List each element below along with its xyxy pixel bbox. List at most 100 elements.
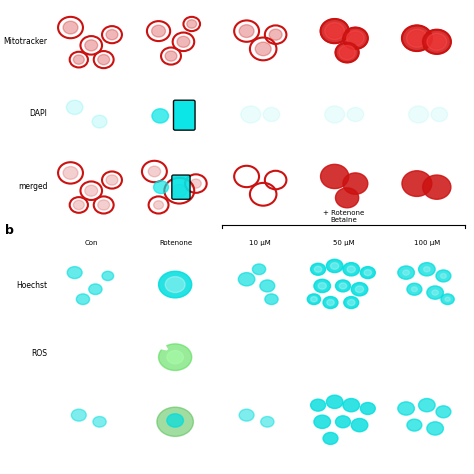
Circle shape: [330, 263, 339, 269]
FancyBboxPatch shape: [173, 100, 195, 130]
Circle shape: [310, 297, 317, 302]
Text: 50 μM: 50 μM: [333, 240, 354, 246]
Circle shape: [431, 107, 447, 122]
Circle shape: [336, 43, 359, 63]
Circle shape: [406, 29, 428, 47]
Circle shape: [73, 200, 84, 210]
Circle shape: [167, 414, 183, 427]
Circle shape: [165, 51, 177, 61]
Circle shape: [339, 46, 355, 59]
Circle shape: [344, 297, 359, 309]
Circle shape: [339, 283, 346, 289]
Text: Con: Con: [85, 240, 99, 246]
Circle shape: [66, 100, 83, 115]
Circle shape: [398, 402, 414, 415]
Circle shape: [347, 266, 356, 273]
Circle shape: [187, 20, 197, 28]
Circle shape: [348, 32, 363, 45]
Circle shape: [436, 406, 451, 418]
Circle shape: [424, 266, 430, 272]
Circle shape: [347, 107, 364, 122]
Circle shape: [177, 36, 190, 47]
Text: + Rotenone
Betaine: + Rotenone Betaine: [323, 210, 364, 223]
Circle shape: [436, 270, 451, 282]
Circle shape: [356, 286, 364, 292]
Circle shape: [428, 35, 445, 49]
Circle shape: [63, 166, 78, 179]
Text: 100 μM: 100 μM: [414, 240, 440, 246]
Circle shape: [76, 294, 90, 304]
Circle shape: [351, 419, 368, 432]
Circle shape: [158, 271, 191, 298]
Circle shape: [440, 273, 447, 278]
Circle shape: [336, 188, 359, 208]
Circle shape: [411, 287, 418, 292]
FancyBboxPatch shape: [172, 175, 190, 199]
Circle shape: [102, 271, 114, 281]
Circle shape: [336, 416, 350, 428]
Circle shape: [419, 399, 435, 412]
Circle shape: [326, 395, 343, 409]
Circle shape: [360, 402, 375, 414]
Circle shape: [427, 286, 444, 299]
Circle shape: [63, 21, 78, 34]
Circle shape: [423, 175, 451, 199]
Circle shape: [191, 179, 201, 188]
Circle shape: [85, 185, 98, 196]
Circle shape: [172, 184, 187, 197]
Circle shape: [260, 280, 275, 292]
Circle shape: [408, 30, 426, 46]
Circle shape: [340, 46, 354, 58]
Circle shape: [314, 279, 330, 292]
Circle shape: [165, 277, 185, 292]
Circle shape: [314, 415, 330, 428]
Circle shape: [71, 409, 86, 421]
Circle shape: [441, 294, 454, 304]
Circle shape: [152, 25, 165, 37]
Circle shape: [427, 33, 447, 50]
Circle shape: [67, 266, 82, 279]
Circle shape: [343, 399, 359, 412]
Circle shape: [239, 25, 254, 37]
Circle shape: [98, 55, 109, 65]
Circle shape: [263, 107, 280, 122]
Circle shape: [252, 264, 265, 274]
Text: Rotenone: Rotenone: [159, 240, 192, 246]
Circle shape: [427, 422, 444, 435]
Circle shape: [351, 283, 368, 296]
Circle shape: [314, 266, 322, 272]
Text: DAPI: DAPI: [29, 109, 47, 118]
Circle shape: [320, 19, 349, 43]
Circle shape: [419, 263, 435, 276]
Circle shape: [402, 171, 432, 196]
Circle shape: [432, 290, 438, 295]
Text: merged: merged: [18, 182, 47, 191]
Text: 10 μM: 10 μM: [249, 240, 270, 246]
Text: Hoechst: Hoechst: [16, 281, 47, 290]
Circle shape: [154, 181, 168, 193]
Circle shape: [157, 407, 193, 437]
Circle shape: [343, 27, 368, 49]
Circle shape: [346, 31, 364, 46]
Circle shape: [403, 270, 410, 275]
Circle shape: [167, 350, 183, 364]
Circle shape: [320, 164, 349, 189]
Circle shape: [398, 266, 414, 279]
Circle shape: [336, 280, 350, 292]
Circle shape: [98, 200, 109, 210]
Text: ROS: ROS: [31, 349, 47, 357]
Circle shape: [269, 29, 282, 40]
Circle shape: [327, 300, 334, 306]
Circle shape: [265, 294, 278, 304]
Circle shape: [326, 24, 343, 38]
Circle shape: [343, 173, 368, 194]
Circle shape: [325, 23, 345, 40]
Circle shape: [261, 417, 274, 427]
Circle shape: [239, 409, 254, 421]
Circle shape: [323, 297, 338, 309]
Circle shape: [409, 106, 428, 123]
Circle shape: [318, 283, 326, 289]
Circle shape: [152, 109, 169, 123]
Circle shape: [85, 40, 98, 51]
Circle shape: [73, 55, 84, 64]
